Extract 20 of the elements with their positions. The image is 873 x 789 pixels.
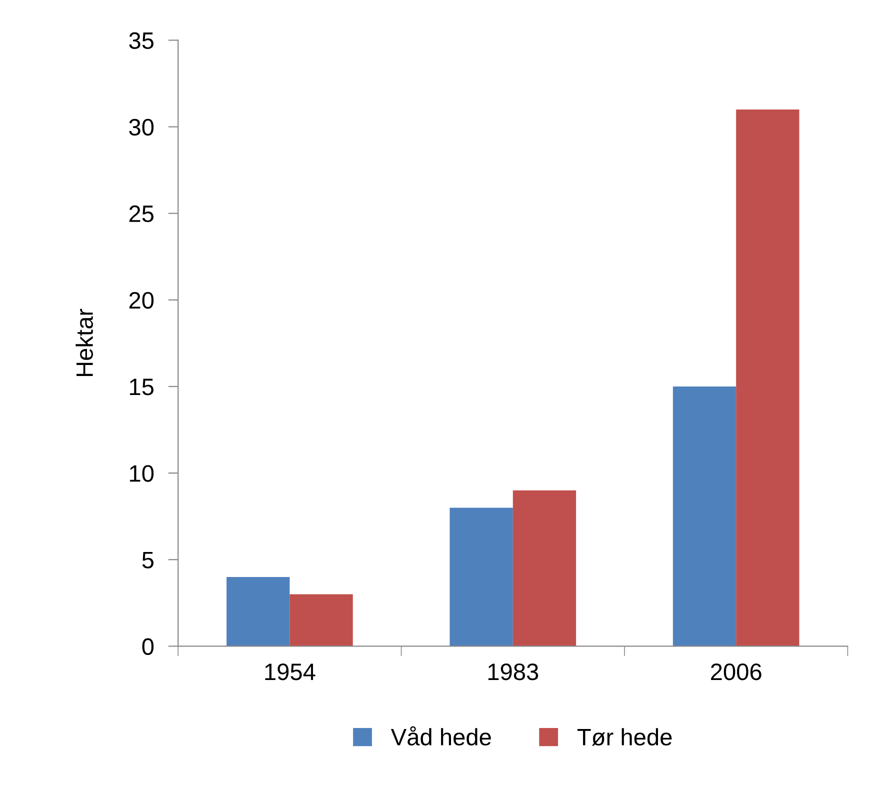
y-tick-label: 20 bbox=[129, 292, 154, 309]
y-tick-label: 25 bbox=[129, 205, 154, 222]
x-tick-label: 1954 bbox=[265, 663, 316, 680]
y-tick-label: 35 bbox=[129, 32, 154, 50]
bar bbox=[512, 490, 576, 646]
x-tick-label: 2006 bbox=[711, 663, 762, 680]
bar bbox=[450, 508, 513, 646]
legend-label: Tør hede bbox=[577, 728, 672, 746]
bar bbox=[672, 386, 736, 646]
legend-label: Våd hede bbox=[390, 726, 491, 746]
y-tick-label: 30 bbox=[129, 118, 154, 136]
y-tick-label: 0 bbox=[142, 638, 154, 655]
bar bbox=[290, 594, 353, 646]
x-tick-label: 1983 bbox=[488, 663, 538, 680]
y-tick-label: 10 bbox=[130, 465, 154, 482]
bar bbox=[226, 576, 290, 646]
y-axis-title: Hektar bbox=[76, 308, 93, 376]
y-tick-label: 15 bbox=[130, 378, 154, 396]
bar bbox=[736, 109, 800, 646]
y-tick-label: 5 bbox=[142, 552, 154, 568]
